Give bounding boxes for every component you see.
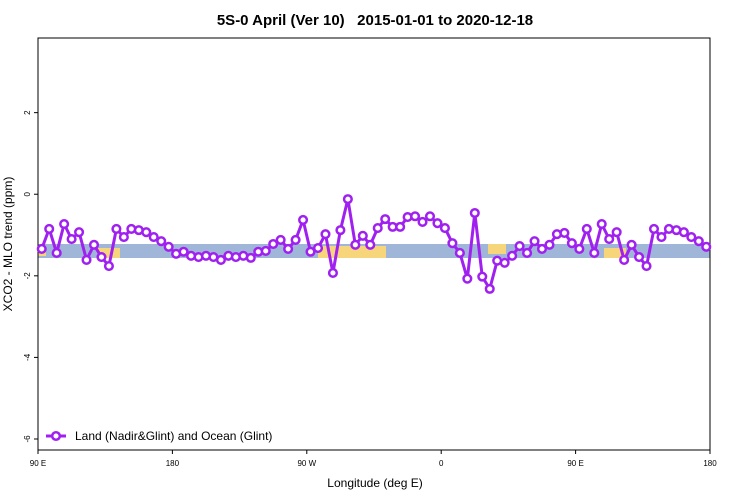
point — [410, 211, 421, 222]
point — [581, 223, 592, 234]
point — [36, 243, 47, 254]
point — [626, 239, 637, 250]
point — [469, 207, 480, 219]
point — [514, 240, 525, 252]
point — [320, 229, 331, 240]
point — [656, 232, 667, 243]
point — [118, 232, 129, 243]
point — [611, 227, 622, 238]
chart-title: 5S-0 April (Ver 10) 2015-01-01 to 2020-1… — [217, 12, 533, 29]
land-patch — [98, 248, 120, 258]
point — [335, 225, 346, 236]
point — [74, 227, 85, 238]
point — [298, 214, 309, 225]
point — [245, 252, 256, 263]
point — [51, 247, 62, 259]
point — [648, 223, 660, 234]
y-tick-label: -4 — [23, 353, 32, 361]
point — [432, 218, 443, 229]
point — [678, 227, 689, 238]
point — [686, 232, 697, 243]
point — [454, 247, 465, 259]
point — [141, 227, 152, 238]
y-tick-label: -6 — [23, 435, 32, 443]
point — [507, 250, 518, 261]
point — [342, 194, 353, 205]
point — [536, 243, 548, 254]
legend-marker — [50, 430, 62, 442]
point — [641, 260, 652, 272]
point — [312, 243, 324, 254]
point — [350, 239, 361, 250]
point — [417, 216, 428, 228]
point — [634, 252, 645, 263]
point — [380, 214, 391, 225]
point — [44, 223, 55, 234]
point — [566, 238, 577, 249]
land-patch — [488, 244, 506, 254]
point — [357, 230, 368, 241]
point — [372, 223, 383, 234]
point — [462, 273, 473, 284]
point — [96, 252, 107, 263]
y-tick-label: -2 — [23, 272, 32, 280]
point — [215, 254, 226, 265]
point — [103, 260, 114, 272]
point — [522, 247, 533, 259]
point — [477, 271, 488, 282]
point — [395, 221, 406, 232]
point — [589, 247, 600, 259]
point — [365, 239, 376, 250]
point — [59, 218, 70, 230]
point — [574, 243, 585, 254]
point — [111, 223, 122, 234]
point — [327, 267, 338, 279]
x-axis-label: Longitude (deg E) — [327, 476, 422, 490]
x-tick-label: 90 E — [567, 459, 583, 468]
point — [693, 236, 704, 247]
y-tick-label: 2 — [23, 110, 32, 115]
point — [619, 254, 630, 265]
point — [305, 246, 316, 257]
point — [439, 223, 450, 234]
point — [283, 243, 294, 254]
point — [701, 241, 712, 252]
legend-label: Land (Nadir&Glint) and Ocean (Glint) — [75, 429, 272, 443]
point — [178, 246, 189, 257]
point — [81, 254, 92, 265]
land-patch — [604, 248, 626, 258]
x-tick-label: 90 W — [297, 459, 316, 468]
point — [290, 234, 301, 245]
point — [499, 257, 510, 268]
point — [559, 227, 570, 239]
y-tick-label: 0 — [23, 191, 32, 196]
point — [596, 218, 607, 230]
point — [163, 241, 174, 252]
x-tick-label: 90 E — [30, 459, 46, 468]
point — [88, 239, 100, 250]
point — [447, 238, 458, 249]
point — [604, 234, 615, 245]
point — [544, 239, 555, 250]
x-tick-label: 180 — [166, 459, 180, 468]
point — [268, 238, 279, 250]
point — [275, 234, 286, 245]
point — [66, 234, 77, 245]
x-tick-label: 180 — [703, 459, 717, 468]
point — [484, 283, 495, 294]
point — [156, 236, 167, 247]
y-axis-label: XCO2 - MLO trend (ppm) — [1, 177, 15, 312]
point — [260, 245, 271, 256]
point — [148, 232, 159, 243]
x-tick-label: 0 — [439, 459, 444, 468]
point — [424, 211, 436, 222]
point — [529, 236, 540, 247]
